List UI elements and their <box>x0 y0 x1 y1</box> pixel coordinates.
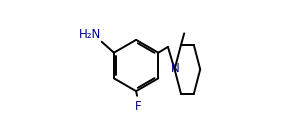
Text: N: N <box>171 62 180 75</box>
Text: F: F <box>135 100 142 113</box>
Text: H₂N: H₂N <box>78 28 101 41</box>
